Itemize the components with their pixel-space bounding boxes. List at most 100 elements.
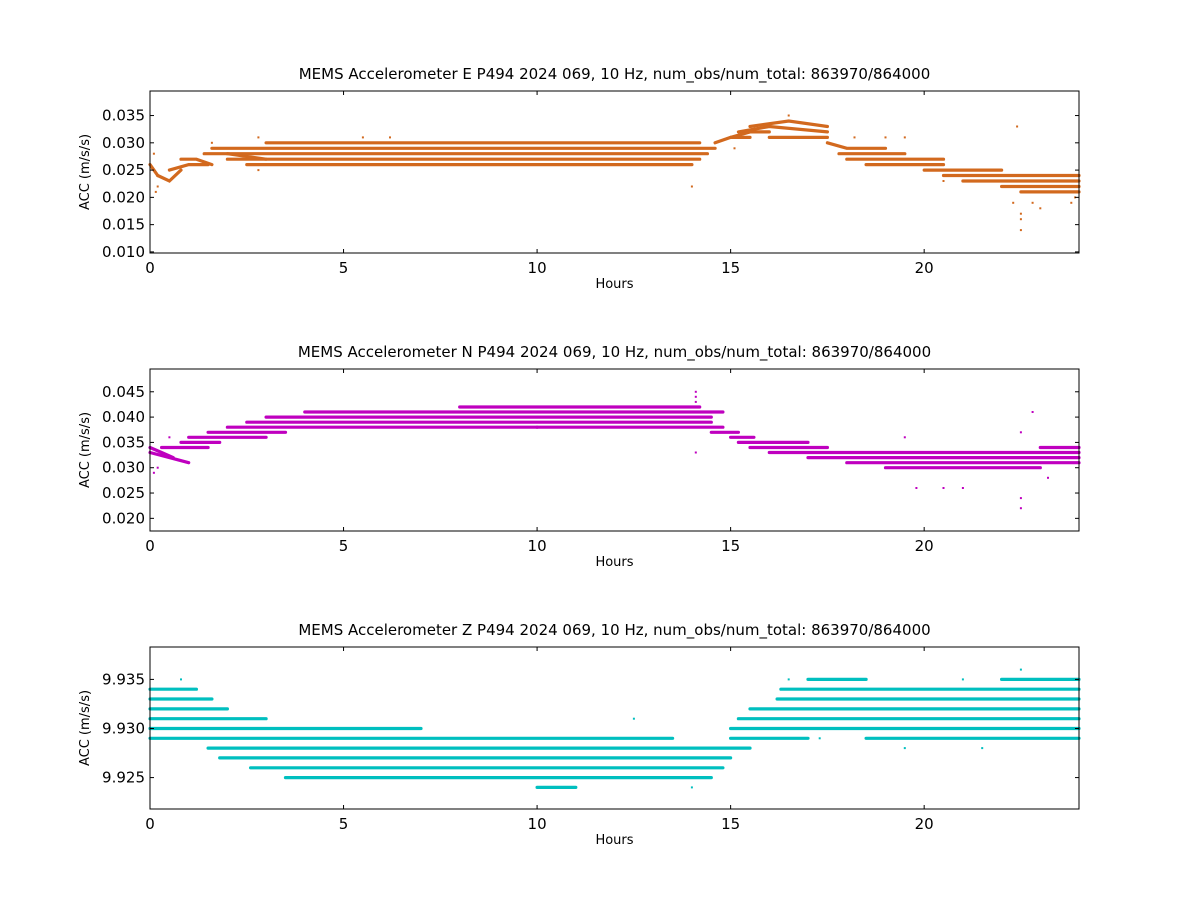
plot-area-frame [149,646,1080,810]
data-point [1019,212,1022,215]
data-point [154,190,157,193]
x-tick-label: 15 [721,259,740,277]
x-tick-label: 10 [528,815,547,833]
x-tick-label: 15 [721,537,740,555]
data-point [787,678,790,681]
data-point [1016,125,1019,128]
y-axis-label: ACC (m/s/s) [78,134,93,210]
data-point [884,136,887,139]
x-tick-label: 10 [528,537,547,555]
x-axis-label: Hours [595,277,633,292]
x-tick-label: 20 [915,537,934,555]
data-point [265,416,268,419]
chart-panel-n: MEMS Accelerometer N P494 2024 069, 10 H… [78,343,1081,570]
y-tick-label: 0.030 [102,459,145,477]
data-point [234,717,237,720]
y-tick-label: 9.925 [102,769,145,787]
data-point [694,390,697,393]
data-point [1039,207,1042,210]
data-band [167,163,210,172]
data-point [1019,431,1022,434]
x-axis-label: Hours [595,555,633,570]
data-point [818,737,821,740]
data-point [284,776,287,779]
data-band [825,141,888,150]
data-point [257,136,260,139]
data-band [736,124,830,134]
data-point [981,747,984,750]
data-band [148,445,175,460]
data-point [694,400,697,403]
data-point [152,471,155,474]
data-point [210,141,213,144]
x-ticks: 0 5 10 15 20 [145,91,934,277]
y-axis-label: ACC (m/s/s) [78,412,93,488]
data-point [168,436,171,439]
y-tick-label: 0.010 [102,243,145,261]
data-marks [148,390,1081,510]
y-ticks: 9.925 9.930 9.935 [102,670,1079,787]
chart-title: MEMS Accelerometer E P494 2024 069, 10 H… [299,65,931,84]
chart-panel-e: MEMS Accelerometer E P494 2024 069, 10 H… [78,65,1081,292]
data-point [1031,411,1034,413]
data-point [1031,201,1034,204]
data-band [728,130,771,139]
y-tick-label: 0.025 [102,161,145,179]
data-band [148,450,191,465]
data-point [853,136,856,139]
data-point [156,185,159,188]
x-tick-label: 15 [721,815,740,833]
data-point [1019,507,1022,510]
data-point [903,747,906,750]
data-point [152,152,155,155]
data-point [733,147,736,150]
data-point [903,136,906,139]
y-tick-label: 9.930 [102,719,145,737]
data-point [361,411,364,413]
chart-title: MEMS Accelerometer N P494 2024 069, 10 H… [298,343,931,362]
data-point [787,114,790,117]
data-point [694,451,697,454]
y-tick-label: 0.015 [102,216,145,234]
plot-area-frame [149,368,1080,532]
plot-area-frame [149,90,1080,254]
y-tick-label: 9.935 [102,670,145,688]
x-tick-label: 20 [915,259,934,277]
y-axis-label: ACC (m/s/s) [78,690,93,766]
data-point [632,717,635,720]
chart-title: MEMS Accelerometer Z P494 2024 069, 10 H… [298,621,930,640]
data-point [690,185,693,188]
y-tick-label: 0.020 [102,509,145,527]
y-ticks: 0.020 0.025 0.030 0.035 0.040 0.045 [102,383,1079,527]
data-point [1019,668,1022,671]
x-tick-label: 10 [528,259,547,277]
x-ticks: 0 5 10 15 20 [145,369,934,555]
data-marks [148,114,1081,232]
data-band [156,168,183,183]
data-point [694,395,697,398]
data-point [961,678,964,681]
y-tick-label: 0.020 [102,188,145,206]
data-point [389,136,391,139]
data-point [257,169,260,172]
x-tick-label: 20 [915,815,934,833]
y-tick-label: 0.025 [102,484,145,502]
y-tick-label: 0.035 [102,433,145,451]
data-point [915,487,918,489]
data-point [361,136,364,139]
data-marks [148,668,1081,790]
data-point [1047,476,1049,479]
data-point [1019,229,1022,232]
data-band [179,157,214,167]
data-point [942,487,945,489]
y-tick-label: 0.040 [102,408,145,426]
data-point [903,436,906,439]
x-ticks: 0 5 10 15 20 [145,647,934,833]
data-band [748,119,830,129]
x-tick-label: 0 [145,537,155,555]
x-tick-label: 5 [339,259,349,277]
data-point [690,786,693,789]
x-axis-label: Hours [595,833,633,848]
